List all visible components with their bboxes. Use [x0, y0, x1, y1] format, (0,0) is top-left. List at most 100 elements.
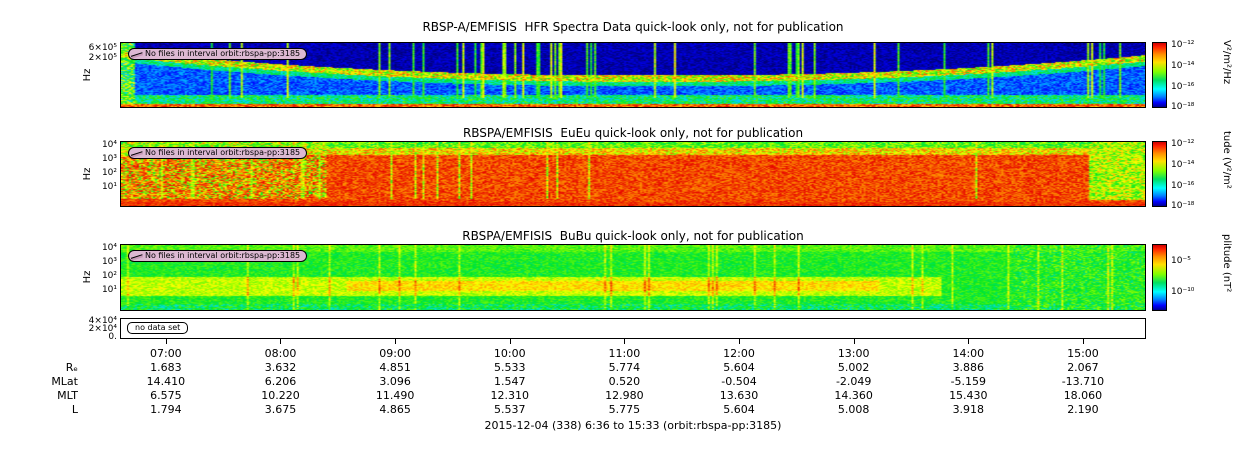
- panel3-y-tick: 10⁴: [101, 243, 117, 253]
- ephemeris-row-label-MLT: MLT: [57, 389, 78, 402]
- ephemeris-value: 5.537: [494, 403, 526, 416]
- panel2-unit-label: tude (V²/m²: [1221, 131, 1232, 189]
- panel3-y-tick: 10¹: [101, 285, 117, 295]
- ephemeris-value: 12.980: [605, 389, 644, 402]
- time-tick-mark: [280, 339, 281, 344]
- ephemeris-value: 14.360: [834, 389, 873, 402]
- ephemeris-value: 11.490: [375, 389, 415, 402]
- panel2-colorbar: [1152, 141, 1167, 207]
- panel3-unit-label: plitude (nT²: [1221, 234, 1232, 293]
- ephemeris-value: 3.096: [379, 375, 411, 388]
- panel4-y-tick: 4×10⁴: [88, 316, 117, 326]
- ephemeris-value: 0.520: [608, 375, 641, 388]
- ephemeris-value: 13.630: [719, 389, 759, 402]
- time-tick-label: 07:00: [149, 347, 182, 360]
- ephemeris-value: 2.190: [1067, 403, 1099, 416]
- time-tick-mark: [968, 339, 969, 344]
- panel2-title: RBSPA/EMFISIS EuEu quick-look only, not …: [462, 126, 804, 140]
- panel1-colorbar: [1152, 42, 1167, 108]
- ephemeris-value: 3.886: [952, 361, 985, 374]
- time-tick-mark: [739, 339, 740, 344]
- panel2-y-tick: 10¹: [101, 182, 117, 192]
- panel3-plot-area: No files in interval orbit:rbspa-pp:3185: [120, 244, 1146, 311]
- panel1-y-axis-label: Hz: [82, 68, 93, 82]
- panel1-colorbar-tick: 10⁻¹²: [1171, 40, 1195, 50]
- ephemeris-value: 12.310: [490, 389, 530, 402]
- panel2-y-tick: 10²: [101, 168, 117, 178]
- panel1-colorbar-tick: 10⁻¹⁴: [1171, 61, 1195, 71]
- panel2-colorbar-tick: 10⁻¹⁶: [1171, 181, 1195, 191]
- ephemeris-row-label-MLat: MLat: [51, 375, 78, 388]
- ephemeris-value: 18.060: [1063, 389, 1103, 402]
- no-data-set-annotation: no data set: [127, 322, 189, 334]
- ephemeris-value: 5.604: [723, 361, 755, 374]
- panel2-no-files-annotation: No files in interval orbit:rbspa-pp:3185: [128, 147, 308, 159]
- panel3-y-tick: 10²: [101, 271, 117, 281]
- panel4-y-tick: 2×10⁴: [88, 324, 117, 334]
- panel2-y-tick: 10⁴: [101, 140, 117, 150]
- panel3-annotation-text: No files in interval orbit:rbspa-pp:3185: [145, 251, 301, 260]
- ephemeris-value: 5.775: [608, 403, 641, 416]
- ephemeris-value: 3.918: [952, 403, 985, 416]
- panel2-annotation-text: No files in interval orbit:rbspa-pp:3185: [145, 148, 301, 157]
- time-tick-mark: [1083, 339, 1084, 344]
- time-tick-label: 13:00: [837, 347, 870, 360]
- ephemeris-value: 3.675: [264, 403, 297, 416]
- panel2-colorbar-tick: 10⁻¹²: [1171, 139, 1195, 149]
- ephemeris-value: 6.575: [150, 389, 182, 402]
- ephemeris-row-label-L: L: [71, 403, 78, 416]
- pen-icon: [130, 254, 144, 261]
- panel1-colorbar-tick: 10⁻¹⁶: [1171, 82, 1195, 92]
- ephemeris-value: 2.067: [1067, 361, 1099, 374]
- ephemeris-row-label-Rₑ: Rₑ: [65, 361, 78, 374]
- empty-panel-plot-area: no data set: [120, 318, 1146, 339]
- panel1-colorbar-tick: 10⁻¹⁸: [1171, 102, 1195, 112]
- panel1-y-tick: 6×10⁵: [88, 43, 117, 53]
- ephemeris-value: 1.683: [150, 361, 182, 374]
- panel4-y-tick: 0.: [108, 332, 117, 342]
- ephemeris-value: -5.159: [950, 375, 987, 388]
- ephemeris-value: 4.851: [379, 361, 411, 374]
- panel2-colorbar-tick: 10⁻¹⁴: [1171, 160, 1195, 170]
- time-tick-label: 15:00: [1067, 347, 1099, 360]
- ephemeris-value: -0.504: [721, 375, 757, 388]
- ephemeris-value: 1.547: [494, 375, 526, 388]
- ephemeris-value: 6.206: [264, 375, 297, 388]
- panel1-y-tick: 2×10⁵: [88, 53, 117, 63]
- ephemeris-value: 1.794: [150, 403, 182, 416]
- panel1-plot-area: No files in interval orbit:rbspa-pp:3185: [120, 42, 1146, 108]
- ephemeris-value: 14.410: [146, 375, 186, 388]
- pen-icon: [130, 151, 144, 158]
- panel3-y-tick: 10³: [101, 257, 117, 267]
- panel1-title: RBSP-A/EMFISIS HFR Spectra Data quick-lo…: [422, 20, 844, 34]
- panel3-colorbar-tick: 10⁻¹⁰: [1171, 287, 1195, 297]
- panel2-y-tick: 10³: [101, 154, 117, 164]
- ephemeris-value: -2.049: [835, 375, 872, 388]
- time-tick-label: 11:00: [608, 347, 641, 360]
- ephemeris-value: 5.533: [494, 361, 526, 374]
- footer-caption: 2015-12-04 (338) 6:36 to 15:33 (orbit:rb…: [484, 419, 782, 432]
- panel3-colorbar-tick: 10⁻⁵: [1171, 256, 1191, 266]
- time-tick-mark: [395, 339, 396, 344]
- time-tick-label: 08:00: [264, 347, 297, 360]
- time-tick-mark: [166, 339, 167, 344]
- time-tick-label: 12:00: [723, 347, 755, 360]
- panel1-no-files-annotation: No files in interval orbit:rbspa-pp:3185: [128, 48, 308, 60]
- ephemeris-value: 5.008: [837, 403, 870, 416]
- panel1-unit-label: V²/m²/Hz: [1221, 40, 1232, 85]
- panel3-colorbar: [1152, 244, 1167, 311]
- ephemeris-value: 4.865: [379, 403, 411, 416]
- pen-icon: [130, 52, 144, 59]
- ephemeris-value: 15.430: [949, 389, 988, 402]
- time-tick-label: 14:00: [952, 347, 985, 360]
- panel3-title: RBSPA/EMFISIS BuBu quick-look only, not …: [462, 229, 804, 243]
- time-tick-mark: [510, 339, 511, 344]
- panel1-annotation-text: No files in interval orbit:rbspa-pp:3185: [145, 49, 301, 58]
- time-tick-mark: [854, 339, 855, 344]
- ephemeris-value: -13.710: [1061, 375, 1105, 388]
- panel3-no-files-annotation: No files in interval orbit:rbspa-pp:3185: [128, 250, 308, 262]
- ephemeris-value: 5.774: [608, 361, 641, 374]
- panel2-colorbar-tick: 10⁻¹⁸: [1171, 201, 1195, 211]
- time-tick-mark: [624, 339, 625, 344]
- time-tick-label: 10:00: [493, 347, 526, 360]
